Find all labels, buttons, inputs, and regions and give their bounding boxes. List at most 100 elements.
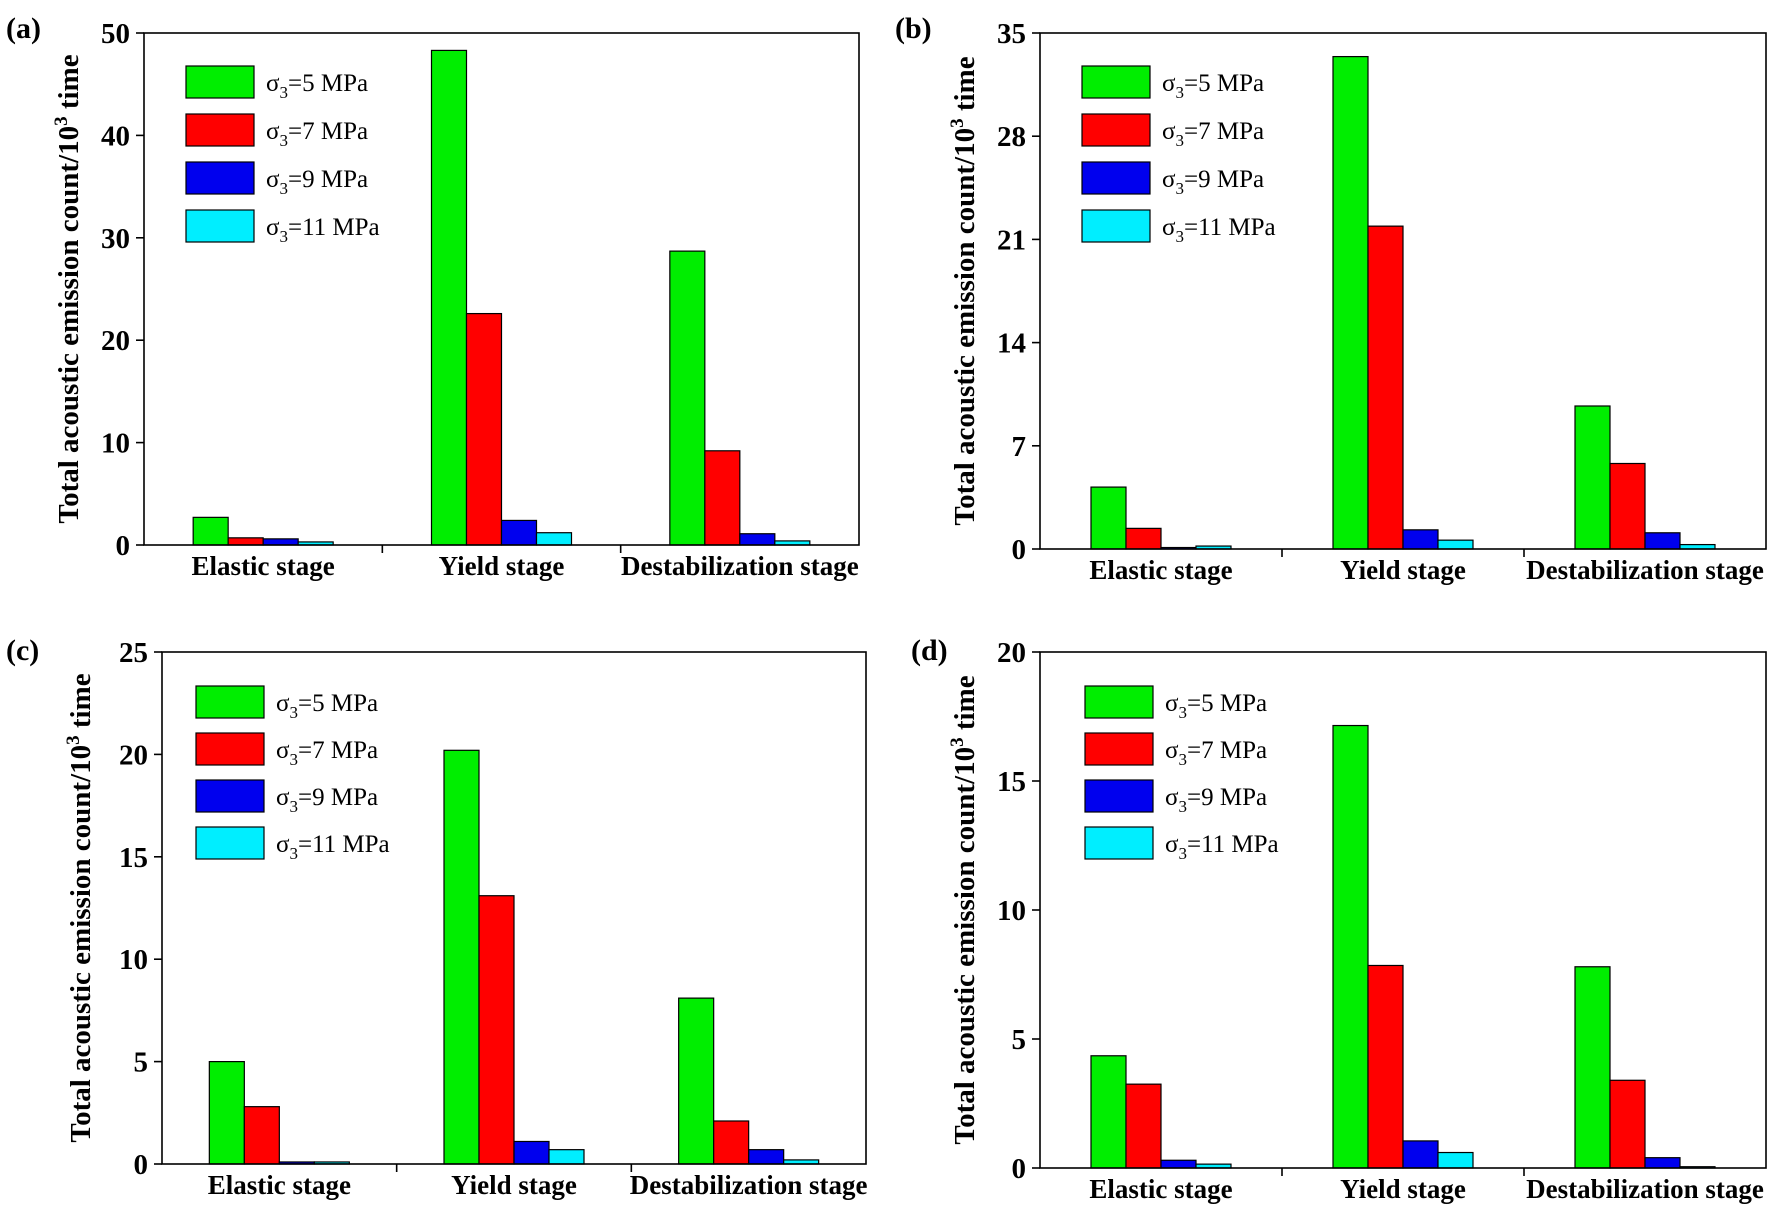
legend-entry-s11: σ3=11 MPa (1165, 831, 1279, 863)
y-tick-label: 35 (997, 18, 1026, 50)
bar-s5-1 (443, 749, 480, 1165)
legend-swatch-s7 (195, 732, 265, 766)
bar-s5-0 (1090, 486, 1127, 550)
legend-entry-s5: σ3=5 MPa (266, 70, 368, 102)
bar-s11-1 (1437, 1151, 1474, 1169)
legend-swatch-s9 (1081, 161, 1151, 195)
plot-frame (161, 651, 867, 1165)
y-tick-label: 20 (997, 637, 1026, 669)
legend-swatch-s11 (185, 209, 255, 243)
panel-label: (a) (6, 12, 41, 45)
bar-s7-1 (1367, 964, 1404, 1169)
bar-s5-0 (192, 516, 229, 546)
y-tick-label: 0 (116, 530, 131, 562)
legend-swatch-s9 (195, 779, 265, 813)
bar-s9-0 (1160, 1159, 1197, 1169)
bar-s9-2 (739, 533, 776, 546)
legend-swatch-s5 (195, 685, 265, 719)
y-tick-label: 50 (101, 18, 130, 50)
x-tick-label: Yield stage (1340, 555, 1466, 585)
x-tick-label: Yield stage (451, 1170, 577, 1200)
legend-entry-s5: σ3=5 MPa (1162, 70, 1264, 102)
x-tick-label: Elastic stage (192, 551, 335, 581)
chart-panel-a: (a) Total acoustic emission count/103 tim… (6, 12, 860, 581)
bar-s5-2 (678, 997, 715, 1165)
legend-swatch-s11 (1084, 826, 1154, 860)
bar-s7-2 (1609, 1079, 1646, 1169)
y-tick-label: 10 (997, 895, 1026, 927)
legend-entry-s5: σ3=5 MPa (276, 690, 378, 722)
y-tick-label: 40 (101, 120, 130, 152)
legend-entry-s7: σ3=7 MPa (266, 118, 368, 150)
bar-s9-1 (1402, 1140, 1439, 1169)
legend-entry-s9: σ3=9 MPa (276, 784, 378, 816)
bar-s5-2 (669, 250, 706, 546)
bar-s11-1 (548, 1149, 585, 1165)
bar-s7-1 (465, 312, 503, 546)
y-tick-label: 20 (119, 739, 148, 771)
x-tick-label: Destabilization stage (1526, 555, 1764, 585)
bar-s7-0 (1125, 527, 1162, 550)
bar-s5-1 (1332, 724, 1369, 1169)
y-tick-label: 7 (1012, 431, 1027, 463)
bar-s7-1 (478, 895, 515, 1165)
y-tick-label: 15 (997, 766, 1026, 798)
x-tick-label: Elastic stage (1089, 555, 1232, 585)
y-tick-label: 10 (119, 944, 148, 976)
legend-swatch-s9 (1084, 779, 1154, 813)
legend-entry-s11: σ3=11 MPa (1162, 214, 1276, 246)
legend-swatch-s5 (1084, 685, 1154, 719)
bar-s5-2 (1574, 966, 1611, 1169)
legend-swatch-s9 (185, 161, 255, 195)
bar-s11-1 (1437, 539, 1474, 550)
y-tick-label: 30 (101, 223, 130, 255)
bar-s5-0 (1090, 1055, 1127, 1169)
y-tick-label: 15 (119, 842, 148, 874)
y-axis-label: Total acoustic emission count/103 time (947, 56, 981, 525)
legend-swatch-s7 (1084, 732, 1154, 766)
bar-s7-2 (1609, 462, 1646, 550)
legend-swatch-s5 (185, 65, 255, 99)
bar-s7-2 (704, 450, 741, 546)
legend-entry-s7: σ3=7 MPa (1165, 737, 1267, 769)
bar-s7-2 (713, 1120, 750, 1165)
legend-swatch-s5 (1081, 65, 1151, 99)
x-tick-label: Yield stage (1340, 1174, 1466, 1204)
bar-s9-0 (262, 538, 299, 546)
y-tick-label: 20 (101, 325, 130, 357)
bar-s9-1 (513, 1140, 550, 1165)
legend-swatch-s11 (1081, 209, 1151, 243)
y-tick-label: 0 (1012, 534, 1027, 566)
y-tick-label: 5 (1012, 1024, 1027, 1056)
x-tick-label: Elastic stage (208, 1170, 351, 1200)
legend-entry-s9: σ3=9 MPa (1165, 784, 1267, 816)
x-tick-label: Elastic stage (1089, 1174, 1232, 1204)
panel-label: (c) (6, 634, 39, 667)
legend-swatch-s7 (1081, 113, 1151, 147)
x-tick-label: Yield stage (439, 551, 565, 581)
y-tick-label: 5 (134, 1047, 149, 1079)
bar-s9-2 (1644, 1157, 1681, 1169)
y-tick-label: 10 (101, 428, 130, 460)
y-tick-label: 0 (1012, 1153, 1027, 1185)
chart-panel-c: (c) Total acoustic emission count/103 tim… (6, 634, 868, 1200)
bar-s7-0 (243, 1106, 280, 1165)
y-tick-label: 14 (997, 328, 1026, 360)
y-axis-label: Total acoustic emission count/103 time (947, 675, 981, 1144)
x-tick-label: Destabilization stage (1526, 1174, 1764, 1204)
x-tick-label: Destabilization stage (630, 1170, 868, 1200)
legend-swatch-s11 (195, 826, 265, 860)
y-tick-label: 0 (134, 1149, 149, 1181)
bar-s9-1 (500, 519, 538, 546)
plot-frame (143, 32, 860, 546)
bar-s11-1 (535, 532, 573, 546)
y-tick-label: 21 (997, 224, 1026, 256)
legend-entry-s5: σ3=5 MPa (1165, 690, 1267, 722)
plot-frame (1039, 32, 1767, 550)
panel-label: (d) (911, 634, 948, 667)
legend-entry-s11: σ3=11 MPa (276, 831, 390, 863)
bar-s7-0 (227, 537, 264, 546)
legend-entry-s9: σ3=9 MPa (266, 166, 368, 198)
chart-panel-b: (b) Total acoustic emission count/103 tim… (895, 12, 1767, 585)
